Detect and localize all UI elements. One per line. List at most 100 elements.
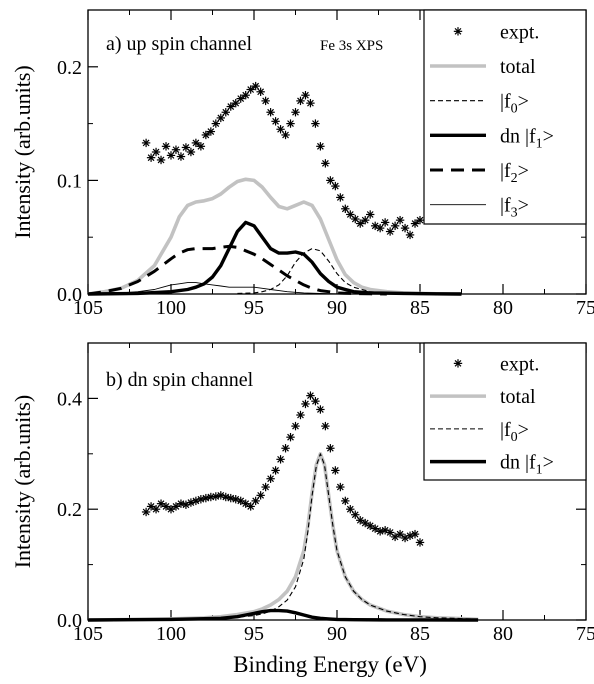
panel-label: b) dn spin channel [106, 369, 254, 391]
expt-point [390, 221, 400, 231]
expt-point [226, 493, 235, 503]
y-tick-label: 0.0 [57, 284, 82, 306]
legend-item: |f3> [430, 195, 529, 221]
expt-point [151, 505, 161, 514]
expt-point [166, 151, 176, 160]
x-tick-label: 90 [327, 623, 347, 645]
expt-point [241, 499, 250, 508]
expt-point [321, 421, 330, 431]
x-tick-label: 75 [576, 623, 594, 645]
expt-point [281, 130, 290, 140]
expt-point [341, 204, 350, 213]
expt-point [196, 495, 206, 504]
legend-label: |f0> [500, 419, 529, 445]
expt-point [141, 507, 151, 517]
expt-point [336, 482, 345, 492]
expt-point [281, 444, 290, 453]
x-tick-label: 75 [576, 297, 594, 319]
expt-point [271, 466, 280, 475]
expt-point [311, 396, 320, 406]
legend-item: |f0> [430, 419, 529, 445]
expt-point [196, 142, 206, 151]
legend-item: dn |f1> [430, 125, 554, 151]
x-tick-label: 85 [410, 297, 430, 319]
expt-point [326, 444, 335, 453]
expt-point [221, 492, 230, 502]
expt-point [380, 218, 390, 227]
expt-point [251, 496, 260, 506]
legend-label: |f3> [500, 195, 529, 221]
expt-point [176, 499, 186, 508]
x-tick-label: 95 [244, 623, 264, 645]
expt-point [201, 493, 211, 503]
expt-point [405, 230, 415, 240]
expt-point [261, 96, 270, 106]
expt-point [351, 510, 360, 519]
y-axis-label: Intensity (arb.units) [10, 65, 35, 239]
expt-point [161, 142, 171, 151]
expt-point [341, 496, 350, 506]
legend-label: total [500, 56, 536, 78]
legend-item: |f2> [430, 160, 529, 186]
legend-box [423, 9, 587, 225]
expt-point [271, 117, 280, 126]
series-line-total [87, 177, 462, 296]
legend-item: expt. [453, 21, 539, 43]
y-tick-label: 0.1 [57, 170, 82, 192]
expt-point [410, 219, 420, 228]
expt-point [201, 130, 211, 140]
expt-point [171, 502, 181, 511]
expt-point [246, 85, 255, 94]
expt-point [366, 521, 375, 531]
expt-point [156, 155, 166, 165]
expt-point [141, 138, 151, 148]
x-tick-label: 100 [156, 297, 186, 319]
series-line-f2 [87, 244, 387, 296]
expt-point [251, 81, 260, 91]
legend-item: |f0> [430, 91, 529, 117]
expt-point [266, 108, 275, 117]
panel-b: 105 100 95 90 85 80 75 0.0 0.2 0.4 Intensity (arb.… [10, 342, 594, 645]
expt-point [176, 152, 186, 161]
expt-point [395, 215, 405, 225]
annotation-label: Fe 3s XPS [320, 38, 383, 54]
x-tick-label: 100 [156, 623, 186, 645]
expt-point [336, 193, 345, 202]
legend-box [423, 342, 587, 481]
expt-point [385, 227, 395, 236]
series-line-dn-f1 [87, 608, 479, 622]
panel-a: 105 100 95 90 85 80 75 0.0 0.1 0.2 Intensity (arb.… [10, 9, 594, 319]
legend-item: total [430, 386, 536, 408]
expt-point [226, 102, 235, 111]
legend-label: total [500, 386, 536, 408]
expt-point [326, 176, 335, 185]
expt-point [356, 219, 365, 228]
series-line-f0 [237, 248, 421, 295]
expt-point [321, 159, 330, 168]
x-axis-label: Binding Energy (eV) [233, 652, 427, 677]
legend-label: |f0> [500, 91, 529, 117]
expt-point [316, 405, 325, 414]
expt-point [276, 455, 285, 464]
legend-swatch-star [453, 27, 463, 36]
expt-point [276, 125, 285, 134]
expt-point [375, 527, 385, 536]
expt-point [366, 210, 375, 219]
expt-point [256, 87, 265, 96]
series-line-f3 [87, 282, 404, 295]
expt-point [266, 474, 275, 483]
legend-label: dn |f1> [500, 452, 554, 478]
series-line-dn-f1 [87, 220, 462, 296]
expt-point [306, 98, 315, 108]
expt-point [236, 94, 245, 103]
panel-label: a) up spin channel [106, 33, 253, 55]
y-tick-label: 0.4 [57, 388, 82, 410]
legend-label: |f2> [500, 160, 529, 186]
legend-item: dn |f1> [430, 452, 554, 478]
legend-item: expt. [453, 353, 539, 375]
expt-point [395, 529, 405, 539]
expt-point [211, 119, 221, 128]
x-tick-label: 95 [244, 297, 264, 319]
expt-point [151, 147, 161, 157]
